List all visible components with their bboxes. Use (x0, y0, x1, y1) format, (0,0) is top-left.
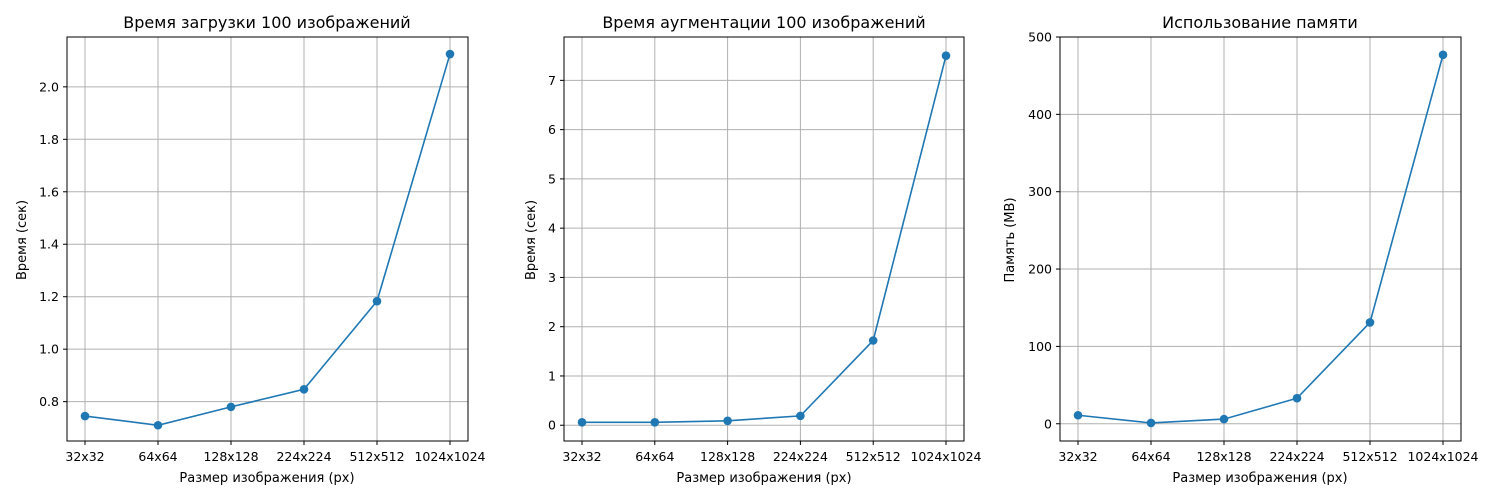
data-point (1292, 393, 1302, 403)
y-tick-label: 0 (548, 418, 556, 433)
plot-frame (66, 36, 469, 442)
x-tick-label: 512x512 (1342, 449, 1397, 464)
y-tick-label: 7 (548, 73, 556, 88)
x-tick-label: 224x224 (276, 449, 331, 464)
series-line (84, 53, 451, 427)
data-point (1438, 50, 1448, 60)
y-tick-label: 0.8 (39, 394, 59, 409)
data-point (1073, 410, 1083, 420)
x-tick-label: 64x64 (635, 449, 674, 464)
data-point (153, 420, 163, 430)
y-tick-label: 1.4 (39, 237, 59, 252)
series-line (582, 55, 947, 424)
y-tick-label: 4 (548, 221, 556, 236)
chart-title: Время аугментации 100 изображений (602, 13, 925, 32)
x-tick-label: 1024x1024 (1407, 449, 1478, 464)
x-tick-label: 32x32 (65, 449, 104, 464)
x-tick-label: 128x128 (700, 449, 755, 464)
data-point (1365, 318, 1375, 327)
x-tick-label: 32x32 (1058, 449, 1097, 464)
y-axis-label: Память (MB) (1003, 197, 1018, 282)
y-tick-label: 0 (1044, 416, 1052, 431)
plot-frame (563, 36, 965, 442)
data-point (650, 417, 660, 427)
x-tick-label: 224x224 (773, 449, 828, 464)
chart-panel-memory-usage: Использование памяти Размер изображения … (1003, 13, 1479, 486)
data-point (868, 336, 878, 345)
x-tick-label: 512x512 (349, 449, 404, 464)
data-point (372, 296, 382, 306)
grid-lines (67, 37, 468, 441)
y-tick-label: 1.8 (39, 132, 59, 147)
x-tick-label: 64x64 (1131, 449, 1170, 464)
chart-panel-augmentation-time: Время аугментации 100 изображений Размер… (524, 13, 982, 486)
grid-lines (564, 37, 964, 441)
data-point (299, 385, 309, 394)
y-tick-label: 400 (1028, 107, 1052, 122)
y-tick-label: 5 (548, 171, 556, 186)
y-tick-label: 3 (548, 270, 556, 285)
y-tick-label: 500 (1028, 30, 1052, 45)
y-tick-label: 1.2 (39, 289, 59, 304)
y-tick-label: 1 (548, 368, 556, 383)
x-tick-label: 64x64 (138, 449, 177, 464)
data-point (1146, 418, 1156, 428)
grid-lines (1060, 36, 1461, 441)
x-tick-label: 128x128 (203, 449, 258, 464)
data-point (226, 402, 236, 412)
plot-frame (1059, 36, 1462, 442)
y-tick-label: 1.0 (39, 342, 59, 357)
x-axis-label: Размер изображения (px) (179, 471, 354, 486)
y-tick-label: 1.6 (39, 184, 59, 199)
y-axis-label: Время (сек) (524, 200, 539, 280)
y-axis-label: Время (сек) (15, 200, 30, 280)
x-tick-label: 224x224 (1269, 449, 1324, 464)
y-tick-label: 2.0 (39, 79, 59, 94)
x-tick-label: 512x512 (846, 449, 901, 464)
x-axis-label: Размер изображения (px) (1172, 471, 1347, 486)
data-point (941, 51, 951, 61)
y-tick-label: 6 (548, 122, 556, 137)
chart-title: Использование памяти (1162, 13, 1358, 32)
y-tick-label: 2 (548, 319, 556, 334)
data-point (80, 411, 90, 421)
series-line (1077, 54, 1444, 424)
x-tick-label: 32x32 (562, 449, 601, 464)
x-tick-label: 1024x1024 (414, 449, 485, 464)
data-point (796, 411, 805, 421)
chart-panel-load-time: Время загрузки 100 изображений Размер из… (15, 13, 486, 486)
y-tick-label: 300 (1028, 184, 1052, 199)
x-axis-label: Размер изображения (px) (676, 471, 851, 486)
data-point (1219, 414, 1229, 424)
x-tick-label: 1024x1024 (910, 449, 981, 464)
data-point (445, 49, 455, 59)
data-point (577, 417, 587, 427)
y-tick-label: 100 (1028, 339, 1052, 354)
x-tick-label: 128x128 (1196, 449, 1251, 464)
data-point (723, 416, 732, 426)
y-tick-label: 200 (1028, 262, 1052, 277)
chart-title: Время загрузки 100 изображений (123, 13, 410, 32)
